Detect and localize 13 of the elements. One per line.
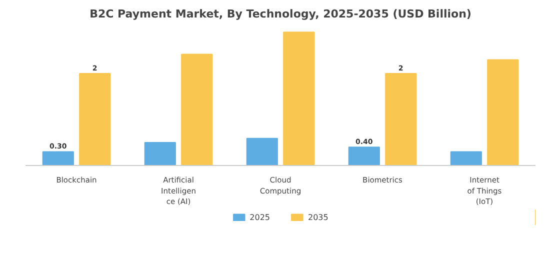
bar [450,151,482,166]
legend-label: 2035 [308,212,328,222]
bar [42,151,74,166]
bar [487,59,519,166]
bar [181,54,213,166]
bar [385,73,417,166]
bar [283,32,315,166]
bar [246,138,278,166]
bar [79,73,111,166]
bar [348,146,380,166]
chart-title: B2C Payment Market, By Technology, 2025-2035 (USD Billion) [90,8,472,20]
legend-label: 2025 [250,212,270,222]
bar [144,142,176,166]
